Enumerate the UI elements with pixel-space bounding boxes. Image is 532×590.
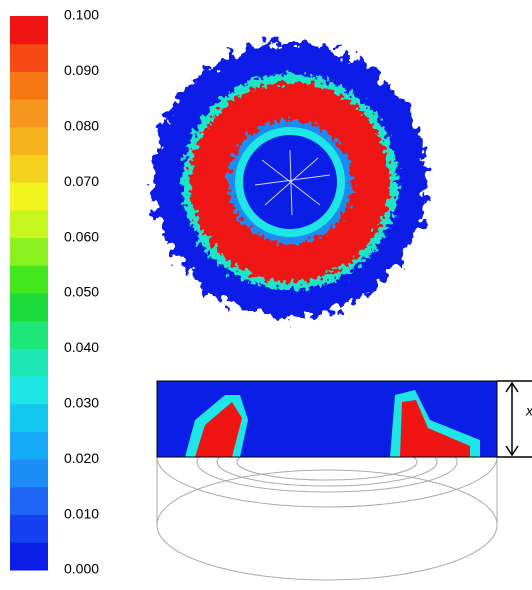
color-band xyxy=(10,321,48,349)
color-band xyxy=(10,404,48,432)
figure: x 0.100 0.090 0.080 0.070 0.060 0.050 0.040 0.0… xyxy=(0,0,532,585)
dimension-label: x xyxy=(525,403,532,419)
colorbar-tick-label: 0.020 xyxy=(64,450,99,466)
colorbar-tick-label: 0.080 xyxy=(64,118,99,134)
color-band xyxy=(10,71,48,99)
colorbar-tick-label: 0.000 xyxy=(64,561,99,577)
color-band xyxy=(10,293,48,321)
colorbar-tick-label: 0.060 xyxy=(64,228,99,244)
color-band xyxy=(10,155,48,183)
colorbar-tick-label: 0.010 xyxy=(64,505,99,521)
color-band xyxy=(10,515,48,543)
colorbar-tick-label: 0.050 xyxy=(64,284,99,300)
color-band xyxy=(10,432,48,460)
color-band xyxy=(10,44,48,72)
color-band xyxy=(10,182,48,210)
colorbar-tick-label: 0.070 xyxy=(64,173,99,189)
colorbar-tick-label: 0.100 xyxy=(64,7,99,23)
color-band xyxy=(10,265,48,293)
colorbar-tick-label: 0.040 xyxy=(64,339,99,355)
color-band xyxy=(10,487,48,515)
colorbar: 0.100 0.090 0.080 0.070 0.060 0.050 0.040 0.030… xyxy=(10,7,99,577)
colorbar-tick-label: 0.090 xyxy=(64,62,99,78)
dimension-arrow xyxy=(497,381,532,457)
colorbar-tick-label: 0.030 xyxy=(64,395,99,411)
color-band xyxy=(10,238,48,266)
color-band xyxy=(10,348,48,376)
top-view xyxy=(152,42,428,318)
color-band xyxy=(10,16,48,44)
color-band xyxy=(10,210,48,238)
color-band xyxy=(10,99,48,127)
color-band xyxy=(10,459,48,487)
color-band xyxy=(10,542,48,570)
cross-section xyxy=(157,381,497,457)
color-band xyxy=(10,376,48,404)
color-band xyxy=(10,127,48,155)
